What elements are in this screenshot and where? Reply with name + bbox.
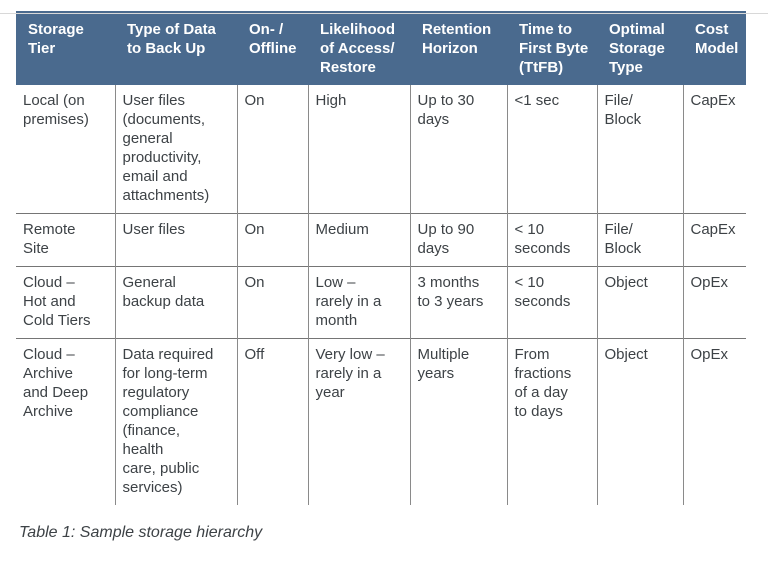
col-header-on-offline: On- / Offline (237, 11, 308, 85)
cell-cost-model: OpEx (682, 266, 746, 339)
cell-ttfb: < 10 seconds (506, 266, 597, 339)
col-header-time-to-first-byte: Time to First Byte (TtFB) (507, 11, 597, 85)
cell-likelihood: High (307, 85, 410, 214)
cell-storage-type: Object (596, 266, 683, 339)
cell-storage-tier: Remote Site (16, 213, 115, 267)
table-row-cloud-hot-cold: Cloud – Hot and Cold Tiers General backu… (16, 266, 746, 339)
cell-storage-tier: Cloud – Archive and Deep Archive (16, 338, 115, 505)
cell-ttfb: From fractions of a day to days (506, 338, 597, 505)
header-row: Storage Tier Type of Data to Back Up On-… (16, 11, 746, 85)
cell-likelihood: Very low – rarely in a year (307, 338, 410, 505)
col-header-cost-model: Cost Model (683, 11, 746, 85)
cell-storage-type: File/ Block (596, 85, 683, 214)
cell-retention: 3 months to 3 years (409, 266, 507, 339)
cell-type-of-data: Data required for long-term regulatory c… (114, 338, 237, 505)
cell-cost-model: CapEx (682, 213, 746, 267)
cell-storage-type: Object (596, 338, 683, 505)
cell-storage-tier: Local (on premises) (23, 92, 89, 128)
col-header-likelihood-of-access: Likelihood of Access/ Restore (308, 11, 410, 85)
cell-likelihood: Medium (307, 213, 410, 267)
cell-storage-tier: Cloud – Hot and Cold Tiers (16, 266, 115, 339)
cell-retention: Up to 90 days (409, 213, 507, 267)
cell-storage-type: File/ Block (596, 213, 683, 267)
cell-type-of-data: User files (114, 213, 237, 267)
cell-on-offline: On (236, 213, 308, 267)
page-top-divider (0, 13, 768, 14)
table-row-remote-site: Remote Site User files On Medium Up to 9… (16, 213, 746, 267)
cell-ttfb: <1 sec (506, 85, 597, 214)
cell-likelihood: Low – rarely in a month (307, 266, 410, 339)
col-header-retention-horizon: Retention Horizon (410, 11, 507, 85)
cell-cost-model: CapEx (682, 85, 746, 214)
cell-retention: Multiple years (409, 338, 507, 505)
col-header-storage-tier: Storage Tier (16, 11, 115, 85)
cell-cost-model: OpEx (682, 338, 746, 505)
table-row-cloud-archive: Cloud – Archive and Deep Archive Data re… (16, 338, 746, 505)
cell-retention: Up to 30 days (409, 85, 507, 214)
cell-on-offline: On (236, 85, 308, 214)
table-caption: Table 1: Sample storage hierarchy (19, 524, 263, 541)
cell-type-of-data: General backup data (114, 266, 237, 339)
table-row-local: Local (on premises) User files (document… (16, 85, 746, 214)
storage-hierarchy-table: Storage Tier Type of Data to Back Up On-… (16, 11, 746, 505)
col-header-type-of-data: Type of Data to Back Up (115, 11, 237, 85)
cell-ttfb: < 10 seconds (506, 213, 597, 267)
cell-type-of-data: User files (documents, general productiv… (114, 85, 237, 214)
cell-on-offline: On (236, 266, 308, 339)
cell-on-offline: Off (236, 338, 308, 505)
col-header-optimal-storage-type: Optimal Storage Type (597, 11, 683, 85)
